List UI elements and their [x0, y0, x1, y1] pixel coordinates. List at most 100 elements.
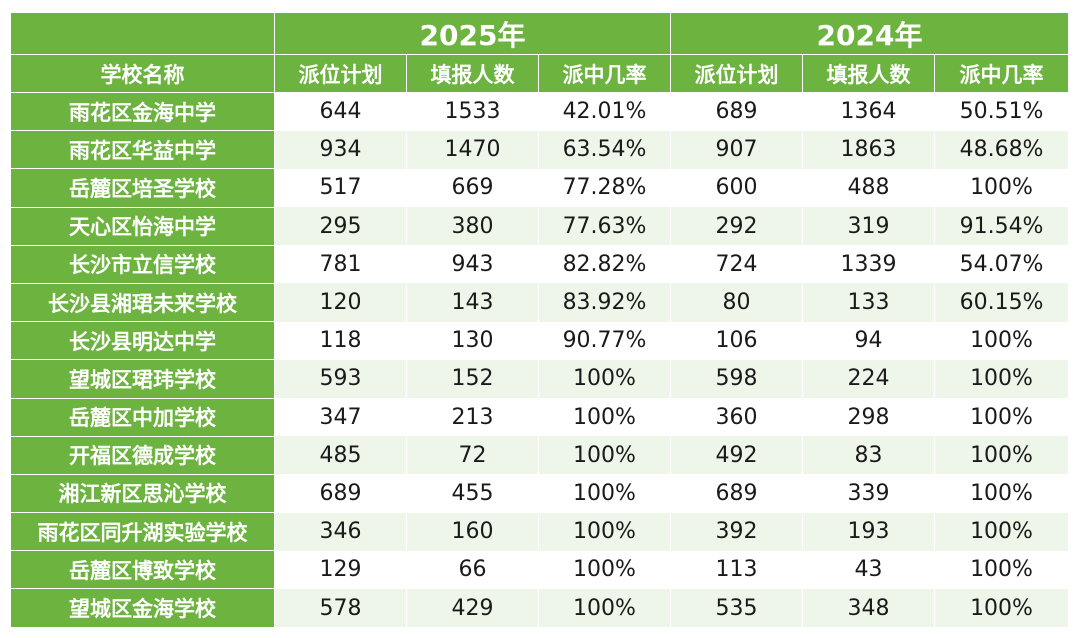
rate-2025-cell: 100%	[537, 550, 672, 589]
blank-corner-cell	[10, 12, 275, 55]
apply-2024-cell: 1364	[802, 92, 936, 131]
plan-2024-cell: 724	[670, 245, 804, 284]
apply-2024-cell: 94	[802, 321, 936, 360]
admission-table-container: 2025年 2024年 学校名称 派位计划 填报人数 派中几率 派位计划 填报人…	[10, 12, 1070, 628]
table-row: 湘江新区思沁学校 689 455 100% 689 339 100%	[10, 474, 1070, 514]
apply-2025-cell: 143	[406, 283, 539, 322]
rate-2024-cell: 100%	[934, 398, 1070, 437]
rate-2024-cell: 100%	[934, 359, 1070, 398]
apply-2025-cell: 152	[406, 359, 539, 398]
plan-2024-cell: 360	[670, 398, 804, 437]
rate-2025-cell: 83.92%	[537, 283, 672, 322]
plan-2025-header: 派位计划	[274, 54, 407, 93]
apply-2024-cell: 224	[802, 359, 936, 398]
table-row: 天心区怡海中学 295 380 77.63% 292 319 91.54%	[10, 207, 1070, 246]
rate-2025-cell: 77.28%	[537, 168, 672, 208]
rate-2024-cell: 100%	[934, 168, 1070, 208]
column-header-row: 学校名称 派位计划 填报人数 派中几率 派位计划 填报人数 派中几率	[10, 54, 1070, 93]
rate-2024-cell: 100%	[934, 550, 1070, 589]
table-row: 长沙市立信学校 781 943 82.82% 724 1339 54.07%	[10, 245, 1070, 284]
apply-2025-cell: 429	[406, 588, 539, 628]
apply-2024-header: 填报人数	[802, 54, 936, 93]
school-name-cell: 岳麓区博致学校	[10, 550, 275, 590]
rate-2024-cell: 100%	[934, 436, 1070, 475]
apply-2025-cell: 213	[406, 398, 539, 437]
apply-2024-cell: 43	[802, 550, 936, 589]
plan-2024-cell: 492	[670, 436, 804, 475]
school-name-cell: 长沙县明达中学	[10, 321, 275, 361]
plan-2025-cell: 118	[274, 321, 407, 360]
school-name-cell: 望城区珺玮学校	[10, 359, 275, 399]
rate-2025-cell: 90.77%	[537, 321, 672, 360]
rate-2025-cell: 77.63%	[537, 207, 672, 246]
apply-2024-cell: 1863	[802, 130, 936, 169]
plan-2024-cell: 106	[670, 321, 804, 360]
apply-2024-cell: 348	[802, 588, 936, 628]
plan-2025-cell: 689	[274, 474, 407, 513]
table-row: 长沙县湘珺未来学校 120 143 83.92% 80 133 60.15%	[10, 283, 1070, 323]
rate-2025-header: 派中几率	[537, 54, 672, 93]
school-name-cell: 雨花区华益中学	[10, 130, 275, 170]
rate-2025-cell: 63.54%	[537, 130, 672, 169]
school-name-header: 学校名称	[10, 54, 275, 93]
table-row: 雨花区华益中学 934 1470 63.54% 907 1863 48.68%	[10, 130, 1070, 170]
plan-2024-cell: 598	[670, 359, 804, 398]
rate-2025-cell: 100%	[537, 474, 672, 513]
rate-2025-cell: 82.82%	[537, 245, 672, 284]
rate-2024-cell: 100%	[934, 588, 1070, 628]
plan-2024-cell: 535	[670, 588, 804, 628]
plan-2024-cell: 80	[670, 283, 804, 322]
apply-2024-cell: 1339	[802, 245, 936, 284]
apply-2024-cell: 133	[802, 283, 936, 322]
plan-2025-cell: 347	[274, 398, 407, 437]
rate-2024-cell: 100%	[934, 512, 1070, 551]
plan-2025-cell: 593	[274, 359, 407, 398]
plan-2024-cell: 392	[670, 512, 804, 551]
school-name-cell: 岳麓区中加学校	[10, 398, 275, 437]
plan-2024-header: 派位计划	[670, 54, 804, 93]
plan-2025-cell: 934	[274, 130, 407, 169]
apply-2025-cell: 72	[406, 436, 539, 475]
school-name-cell: 长沙县湘珺未来学校	[10, 283, 275, 323]
rate-2024-cell: 50.51%	[934, 92, 1070, 131]
plan-2025-cell: 781	[274, 245, 407, 284]
table-row: 长沙县明达中学 118 130 90.77% 106 94 100%	[10, 321, 1070, 361]
apply-2025-cell: 455	[406, 474, 539, 513]
plan-2024-cell: 907	[670, 130, 804, 169]
school-name-cell: 长沙市立信学校	[10, 245, 275, 284]
table-row: 开福区德成学校 485 72 100% 492 83 100%	[10, 436, 1070, 475]
school-name-cell: 岳麓区培圣学校	[10, 168, 275, 208]
apply-2025-cell: 1533	[406, 92, 539, 131]
apply-2025-header: 填报人数	[406, 54, 539, 93]
table-row: 岳麓区中加学校 347 213 100% 360 298 100%	[10, 398, 1070, 437]
school-name-cell: 开福区德成学校	[10, 436, 275, 475]
rate-2024-cell: 100%	[934, 474, 1070, 513]
plan-2024-cell: 292	[670, 207, 804, 246]
table-row: 望城区金海学校 578 429 100% 535 348 100%	[10, 588, 1070, 628]
apply-2024-cell: 298	[802, 398, 936, 437]
plan-2025-cell: 346	[274, 512, 407, 551]
school-name-cell: 湘江新区思沁学校	[10, 474, 275, 514]
school-name-cell: 天心区怡海中学	[10, 207, 275, 246]
apply-2024-cell: 83	[802, 436, 936, 475]
table-row: 雨花区金海中学 644 1533 42.01% 689 1364 50.51%	[10, 92, 1070, 132]
apply-2025-cell: 160	[406, 512, 539, 551]
apply-2024-cell: 488	[802, 168, 936, 208]
plan-2025-cell: 295	[274, 207, 407, 246]
table-row: 望城区珺玮学校 593 152 100% 598 224 100%	[10, 359, 1070, 399]
school-name-cell: 雨花区金海中学	[10, 92, 275, 132]
plan-2024-cell: 689	[670, 92, 804, 131]
rate-2024-cell: 48.68%	[934, 130, 1070, 169]
rate-2024-cell: 100%	[934, 321, 1070, 360]
plan-2025-cell: 517	[274, 168, 407, 208]
rate-2024-cell: 54.07%	[934, 245, 1070, 284]
rate-2024-header: 派中几率	[934, 54, 1070, 93]
table-body: 雨花区金海中学 644 1533 42.01% 689 1364 50.51% 雨花区华益中学…	[10, 92, 1070, 628]
apply-2024-cell: 339	[802, 474, 936, 513]
rate-2025-cell: 100%	[537, 588, 672, 628]
plan-2024-cell: 113	[670, 550, 804, 589]
rate-2024-cell: 60.15%	[934, 283, 1070, 322]
plan-2024-cell: 600	[670, 168, 804, 208]
plan-2024-cell: 689	[670, 474, 804, 513]
apply-2025-cell: 943	[406, 245, 539, 284]
